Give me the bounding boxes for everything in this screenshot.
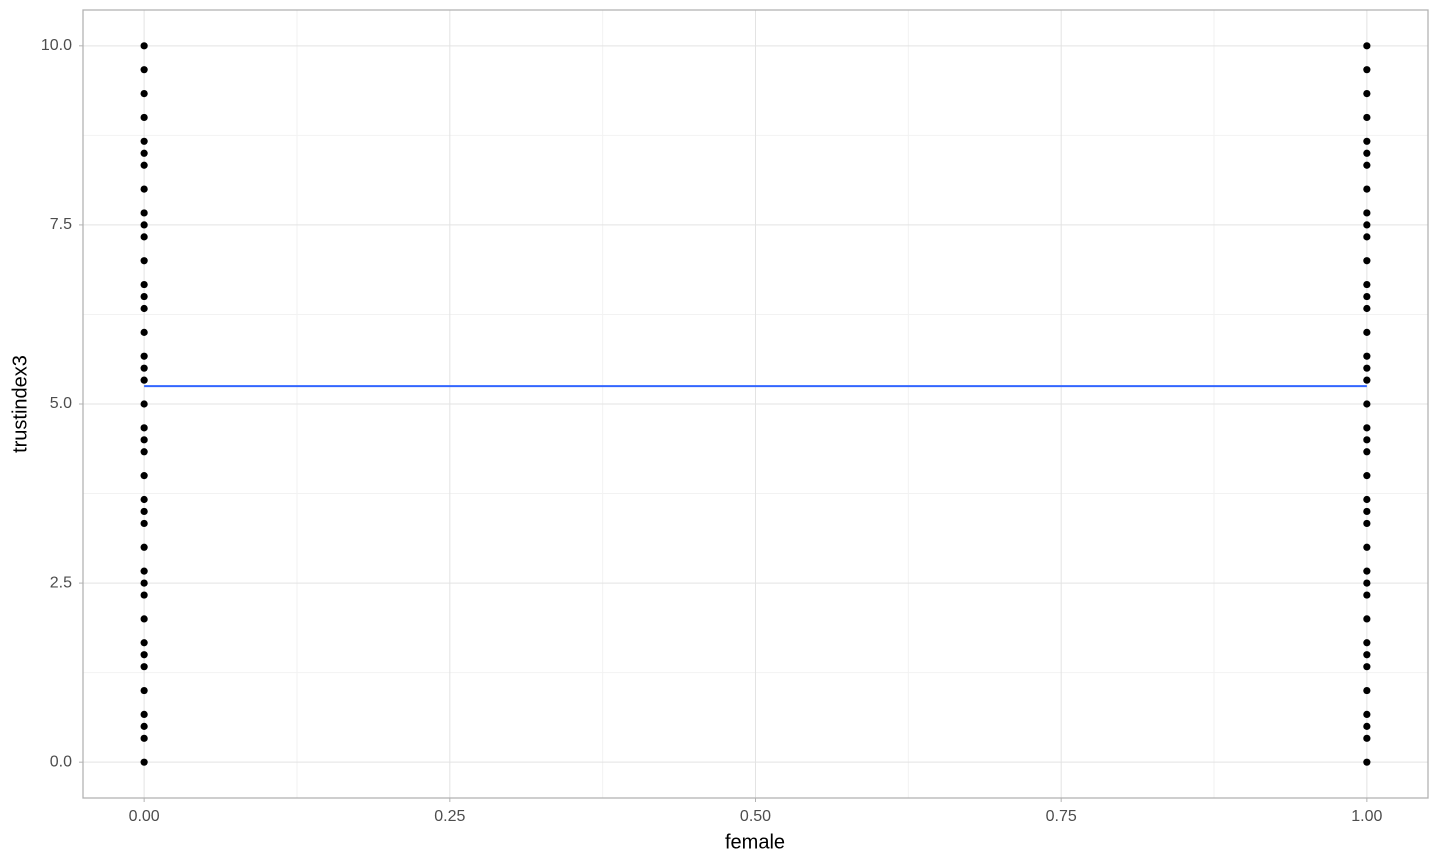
point (140, 89, 148, 98)
point (140, 579, 148, 587)
point (140, 472, 148, 480)
point (1363, 89, 1371, 98)
y-tick-label: 7.5 (50, 216, 72, 233)
point (140, 567, 148, 575)
point (1363, 149, 1371, 157)
point (140, 519, 148, 528)
point (1363, 221, 1371, 229)
point (1363, 519, 1371, 528)
point (1363, 436, 1371, 444)
point (140, 734, 148, 742)
point (1363, 591, 1371, 599)
point (1363, 758, 1371, 766)
point (140, 364, 148, 372)
point (1363, 495, 1371, 504)
point (140, 280, 148, 289)
point (1363, 376, 1371, 384)
point (1363, 651, 1371, 659)
point (140, 686, 148, 695)
point (1363, 42, 1371, 50)
point (140, 233, 148, 241)
point (1363, 472, 1371, 480)
x-tick-label: 0.75 (1046, 808, 1077, 825)
point (1363, 304, 1371, 313)
point (140, 328, 148, 336)
point (140, 376, 148, 384)
x-axis-title: female (725, 831, 785, 853)
point (140, 436, 148, 444)
point (140, 710, 148, 719)
point (140, 42, 148, 50)
point (140, 352, 148, 360)
point (140, 400, 148, 408)
point (140, 221, 148, 229)
point (1363, 448, 1371, 456)
point (140, 639, 148, 647)
point (1363, 424, 1371, 432)
point (1363, 734, 1371, 742)
point (1363, 543, 1371, 551)
panel-border (82, 9, 1429, 799)
point (1363, 567, 1371, 575)
point (1363, 663, 1371, 671)
x-tick-label: 0.00 (129, 808, 160, 825)
point (140, 113, 148, 122)
point (1363, 710, 1371, 719)
point (1363, 328, 1371, 336)
point (1363, 161, 1371, 169)
point (140, 257, 148, 265)
y-tick-label: 2.5 (50, 574, 72, 591)
point (140, 663, 148, 671)
point (1363, 400, 1371, 408)
point (1363, 639, 1371, 647)
point (1363, 292, 1371, 301)
point (140, 722, 148, 730)
point (1363, 66, 1371, 74)
point (1363, 113, 1371, 122)
point (1363, 257, 1371, 265)
y-axis-title: trustindex3 (9, 355, 31, 453)
point (1363, 507, 1371, 516)
point (1363, 280, 1371, 289)
point (140, 543, 148, 551)
x-tick-label: 1.00 (1351, 808, 1382, 825)
y-tick-label: 0.0 (50, 753, 72, 770)
y-tick-label: 5.0 (50, 395, 72, 412)
x-tick-label: 0.25 (434, 808, 465, 825)
point (140, 161, 148, 169)
point (1363, 579, 1371, 587)
point (140, 149, 148, 157)
point (1363, 686, 1371, 695)
point (140, 448, 148, 456)
point (140, 615, 148, 623)
x-tick-label: 0.50 (740, 808, 771, 825)
y-tick-label: 10.0 (41, 37, 72, 54)
point (140, 495, 148, 504)
point (140, 591, 148, 599)
point (1363, 364, 1371, 372)
point (1363, 209, 1371, 217)
point (140, 424, 148, 432)
point (140, 137, 148, 145)
point (1363, 185, 1371, 193)
point (140, 651, 148, 659)
point (1363, 615, 1371, 623)
point (1363, 352, 1371, 360)
point (1363, 137, 1371, 145)
point (140, 185, 148, 193)
point (1363, 722, 1371, 730)
point (140, 292, 148, 301)
point (140, 209, 148, 217)
point (140, 66, 148, 74)
point (140, 304, 148, 313)
point (140, 507, 148, 516)
point (140, 758, 148, 766)
point (1363, 233, 1371, 241)
